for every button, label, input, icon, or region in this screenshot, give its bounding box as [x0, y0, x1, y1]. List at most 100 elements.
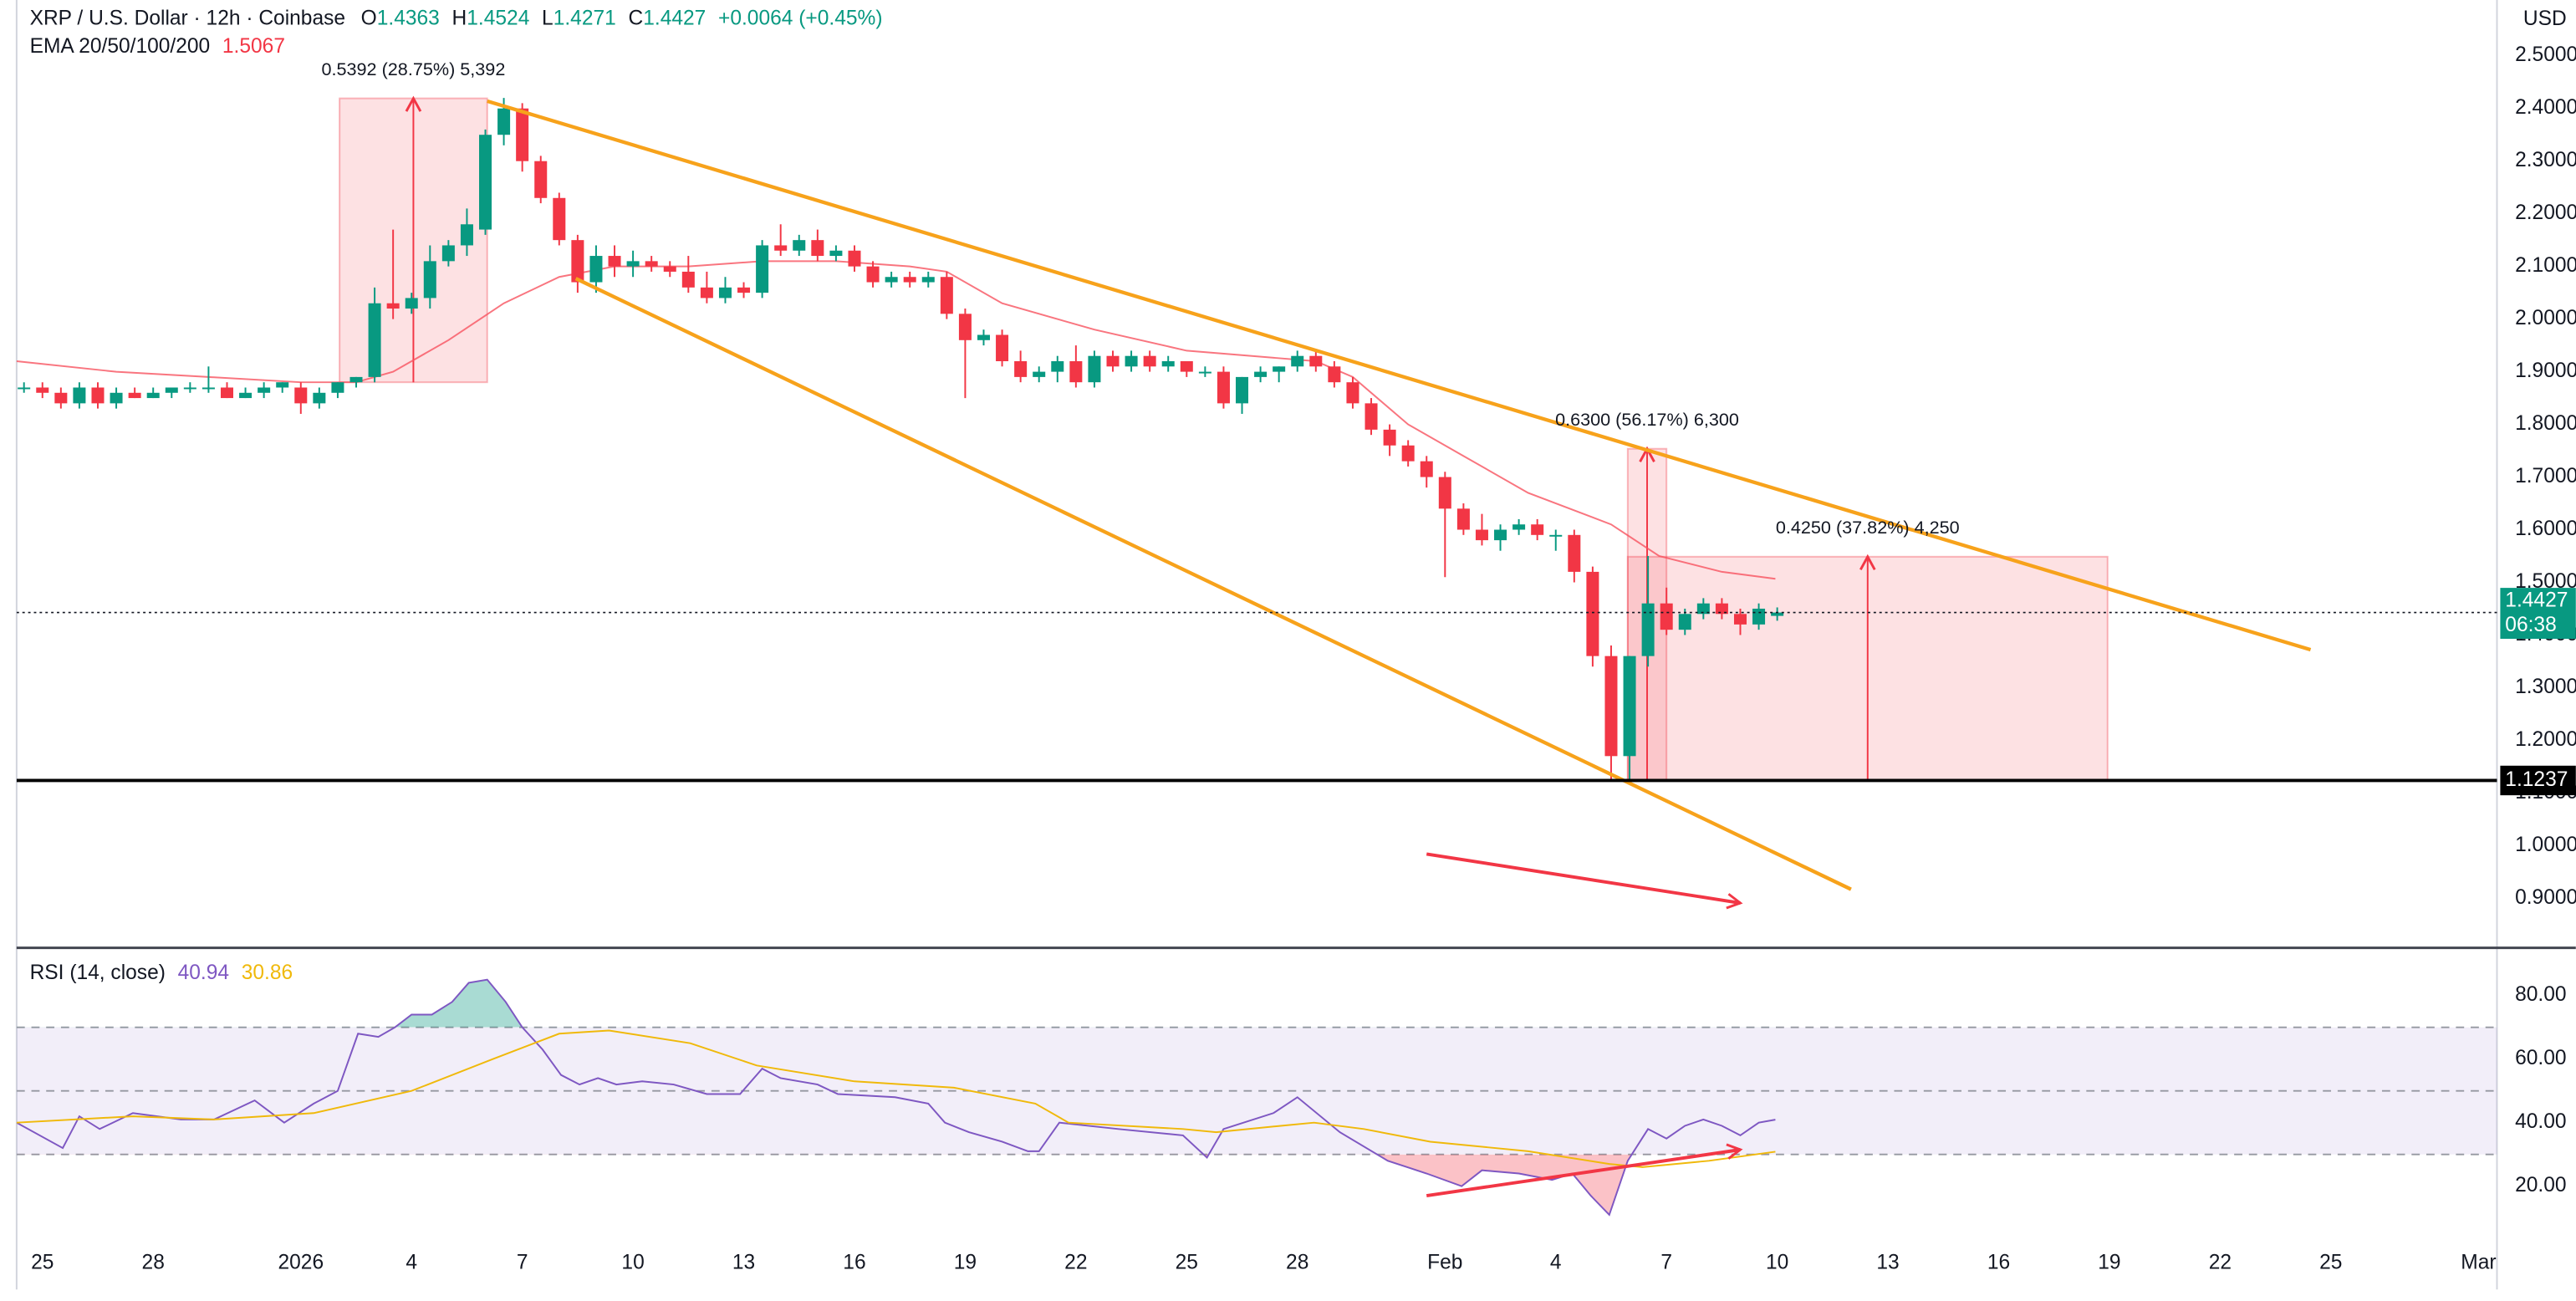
candle-body	[1125, 355, 1138, 367]
candle-body	[608, 256, 621, 267]
ohlc-key: C	[628, 8, 643, 30]
candle-body	[423, 261, 436, 298]
candle-body	[1051, 360, 1064, 372]
x-tick-label: 2026	[278, 1251, 324, 1273]
x-tick-label: 25	[1176, 1251, 1198, 1273]
y-tick-label: 2.0000	[2515, 307, 2576, 329]
candle-body	[239, 392, 252, 399]
y-tick-label: 2.5000	[2515, 43, 2576, 66]
y-tick-label: 1.9000	[2515, 360, 2576, 382]
candle-body	[958, 314, 972, 340]
candle-body	[1641, 603, 1655, 656]
candle-body	[1033, 371, 1046, 377]
x-tick-label: 22	[2209, 1251, 2232, 1273]
measure-label: 0.5392 (28.75%) 5,392	[321, 59, 505, 79]
ema-value: 1.5067	[222, 35, 285, 58]
x-tick-label: 10	[1766, 1251, 1788, 1273]
y-tick-label: 1.0000	[2515, 834, 2576, 856]
candle-body	[793, 240, 806, 251]
candle-body	[1660, 603, 1673, 630]
ohlc-key: O	[361, 8, 377, 30]
y-tick-label: 40.00	[2515, 1110, 2566, 1133]
x-tick-label: Mar	[2461, 1251, 2496, 1273]
candle-body	[903, 277, 916, 283]
arrow-head	[1726, 1143, 1743, 1160]
candle-body	[996, 334, 1009, 361]
y-tick-label: 2.3000	[2515, 149, 2576, 171]
candle-body	[1198, 371, 1211, 374]
y-tick-label: 2.1000	[2515, 254, 2576, 277]
candle-body	[1328, 366, 1341, 383]
candle-body	[1236, 376, 1249, 404]
candle-body	[1623, 656, 1636, 757]
rsi-ma-line	[16, 1029, 1776, 1168]
candle-body	[921, 277, 935, 283]
candle-body	[1383, 429, 1396, 446]
candle-body	[1106, 355, 1120, 367]
x-tick-label: 28	[1286, 1251, 1308, 1273]
x-tick-label: 10	[621, 1251, 644, 1273]
candle-body	[54, 392, 68, 404]
ema-line	[16, 260, 1776, 580]
candle-body	[737, 287, 751, 293]
candle-body	[848, 250, 861, 267]
x-tick-label: 16	[1987, 1251, 2010, 1273]
x-tick-label: 13	[732, 1251, 755, 1273]
ohlc-value: 1.4271	[553, 8, 616, 30]
y-tick-label: 1.7000	[2515, 465, 2576, 487]
candle-body	[36, 387, 49, 393]
x-tick-label: 4	[1550, 1251, 1562, 1273]
candle-body	[626, 261, 640, 267]
candle-body	[1715, 603, 1728, 615]
candle-body	[1014, 360, 1028, 377]
candle-body	[940, 277, 953, 314]
candle-body	[276, 382, 289, 388]
candle-body	[110, 392, 123, 404]
candle-body	[146, 392, 160, 399]
candle-body	[866, 266, 880, 283]
candle-body	[1494, 529, 1507, 541]
candle-body	[1254, 371, 1268, 377]
candle-body	[553, 197, 566, 241]
candle-body	[368, 303, 381, 377]
candle-body	[1678, 614, 1691, 630]
candle-body	[1420, 461, 1433, 477]
candle-body	[516, 108, 529, 161]
candle-body	[756, 245, 769, 293]
candle-body	[1771, 612, 1784, 616]
candle-body	[441, 245, 455, 262]
candle-body	[1696, 603, 1710, 615]
y-tick-label: 1.8000	[2515, 412, 2576, 435]
candle-body	[220, 387, 234, 399]
y-tick-label: 1.2000	[2515, 728, 2576, 751]
y-tick-label: 1.3000	[2515, 676, 2576, 698]
candle-body	[1512, 524, 1526, 530]
price-pane	[16, 95, 2497, 910]
candle-body	[1586, 571, 1599, 656]
x-tick-label: 4	[406, 1251, 417, 1273]
x-tick-label: 22	[1064, 1251, 1087, 1273]
x-tick-label: 19	[2098, 1251, 2120, 1273]
candle-body	[349, 376, 363, 383]
rsi-name: RSI (14, close)	[30, 962, 166, 985]
candle-body	[1180, 360, 1193, 372]
y-tick-label: 0.9000	[2515, 886, 2576, 909]
x-tick-label: 13	[1876, 1251, 1899, 1273]
measure-label: 0.4250 (37.82%) 4,250	[1776, 517, 1960, 538]
candle-body	[294, 387, 308, 404]
x-tick-label: 7	[517, 1251, 528, 1273]
y-tick-label: 20.00	[2515, 1174, 2566, 1196]
candle-body	[663, 266, 676, 272]
candle-body	[681, 271, 695, 288]
header: XRP / U.S. Dollar · 12h · Coinbase O1.43…	[30, 8, 883, 30]
rsi-band	[16, 1027, 2497, 1155]
divergence-arrow	[1426, 852, 1741, 905]
candle-body	[1604, 656, 1618, 757]
divergence-arrow	[1426, 1148, 1741, 1198]
arrow-head	[1726, 893, 1743, 910]
rsi-value: 40.94	[178, 962, 229, 985]
candle-body	[1549, 534, 1563, 537]
ema-legend: EMA 20/50/100/200 1.5067	[30, 35, 285, 58]
